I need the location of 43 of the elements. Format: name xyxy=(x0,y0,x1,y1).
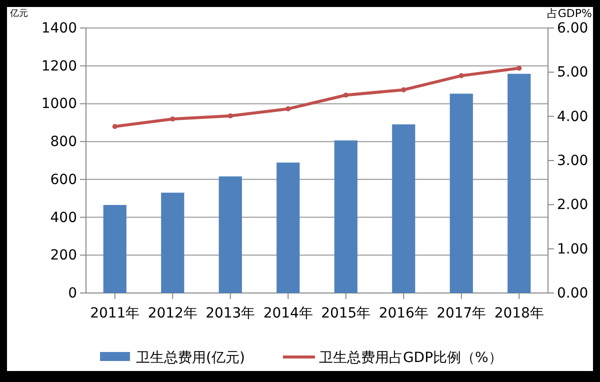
x-tick-label: 2018年 xyxy=(494,305,544,322)
y2-tick-label: 0.00 xyxy=(557,285,588,302)
x-tick-label: 2011年 xyxy=(90,305,140,322)
y2-tick-label: 2.00 xyxy=(557,197,588,214)
x-tick-label: 2017年 xyxy=(436,305,486,322)
bar xyxy=(392,124,416,293)
bar xyxy=(450,94,473,293)
y-tick-label: 1000 xyxy=(41,96,77,112)
y-tick-label: 1400 xyxy=(41,20,77,36)
point xyxy=(170,116,176,122)
y-tick-label: 600 xyxy=(50,172,77,188)
bar xyxy=(161,192,184,293)
point xyxy=(286,106,291,112)
legend-label: 卫生总费用(亿元) xyxy=(136,350,245,366)
point xyxy=(343,92,348,98)
bar xyxy=(334,140,358,293)
x-tick-label: 2014年 xyxy=(263,305,313,322)
y2-tick-label: 1.00 xyxy=(557,241,588,258)
y2-tick-label: 3.00 xyxy=(557,152,588,169)
bar xyxy=(508,74,531,293)
y2-tick-label: 5.00 xyxy=(557,64,588,81)
y-tick-label: 800 xyxy=(50,134,77,150)
x-tick-label: 2016年 xyxy=(378,305,428,322)
legend-label: 卫生总费用占GDP比例（%） xyxy=(318,350,502,366)
point xyxy=(516,66,522,71)
y-tick-label: 1200 xyxy=(41,58,77,74)
x-tick-label: 2015年 xyxy=(321,305,371,322)
x-tick-label: 2012年 xyxy=(148,305,198,322)
y-tick-label: 200 xyxy=(50,248,77,264)
y-axis-title: 亿元 xyxy=(9,8,28,19)
point xyxy=(458,73,464,78)
y2-tick-label: 4.00 xyxy=(557,108,588,125)
bar xyxy=(276,162,300,293)
y2-tick-label: 6.00 xyxy=(557,20,588,36)
y-tick-label: 0 xyxy=(68,285,77,302)
y-tick-label: 400 xyxy=(50,210,77,226)
x-tick-label: 2013年 xyxy=(206,305,256,322)
point xyxy=(228,113,233,118)
point xyxy=(112,124,118,130)
point xyxy=(401,87,406,92)
bar xyxy=(218,176,242,293)
bar xyxy=(103,204,126,293)
y2-axis-title: 占GDP% xyxy=(546,7,592,20)
